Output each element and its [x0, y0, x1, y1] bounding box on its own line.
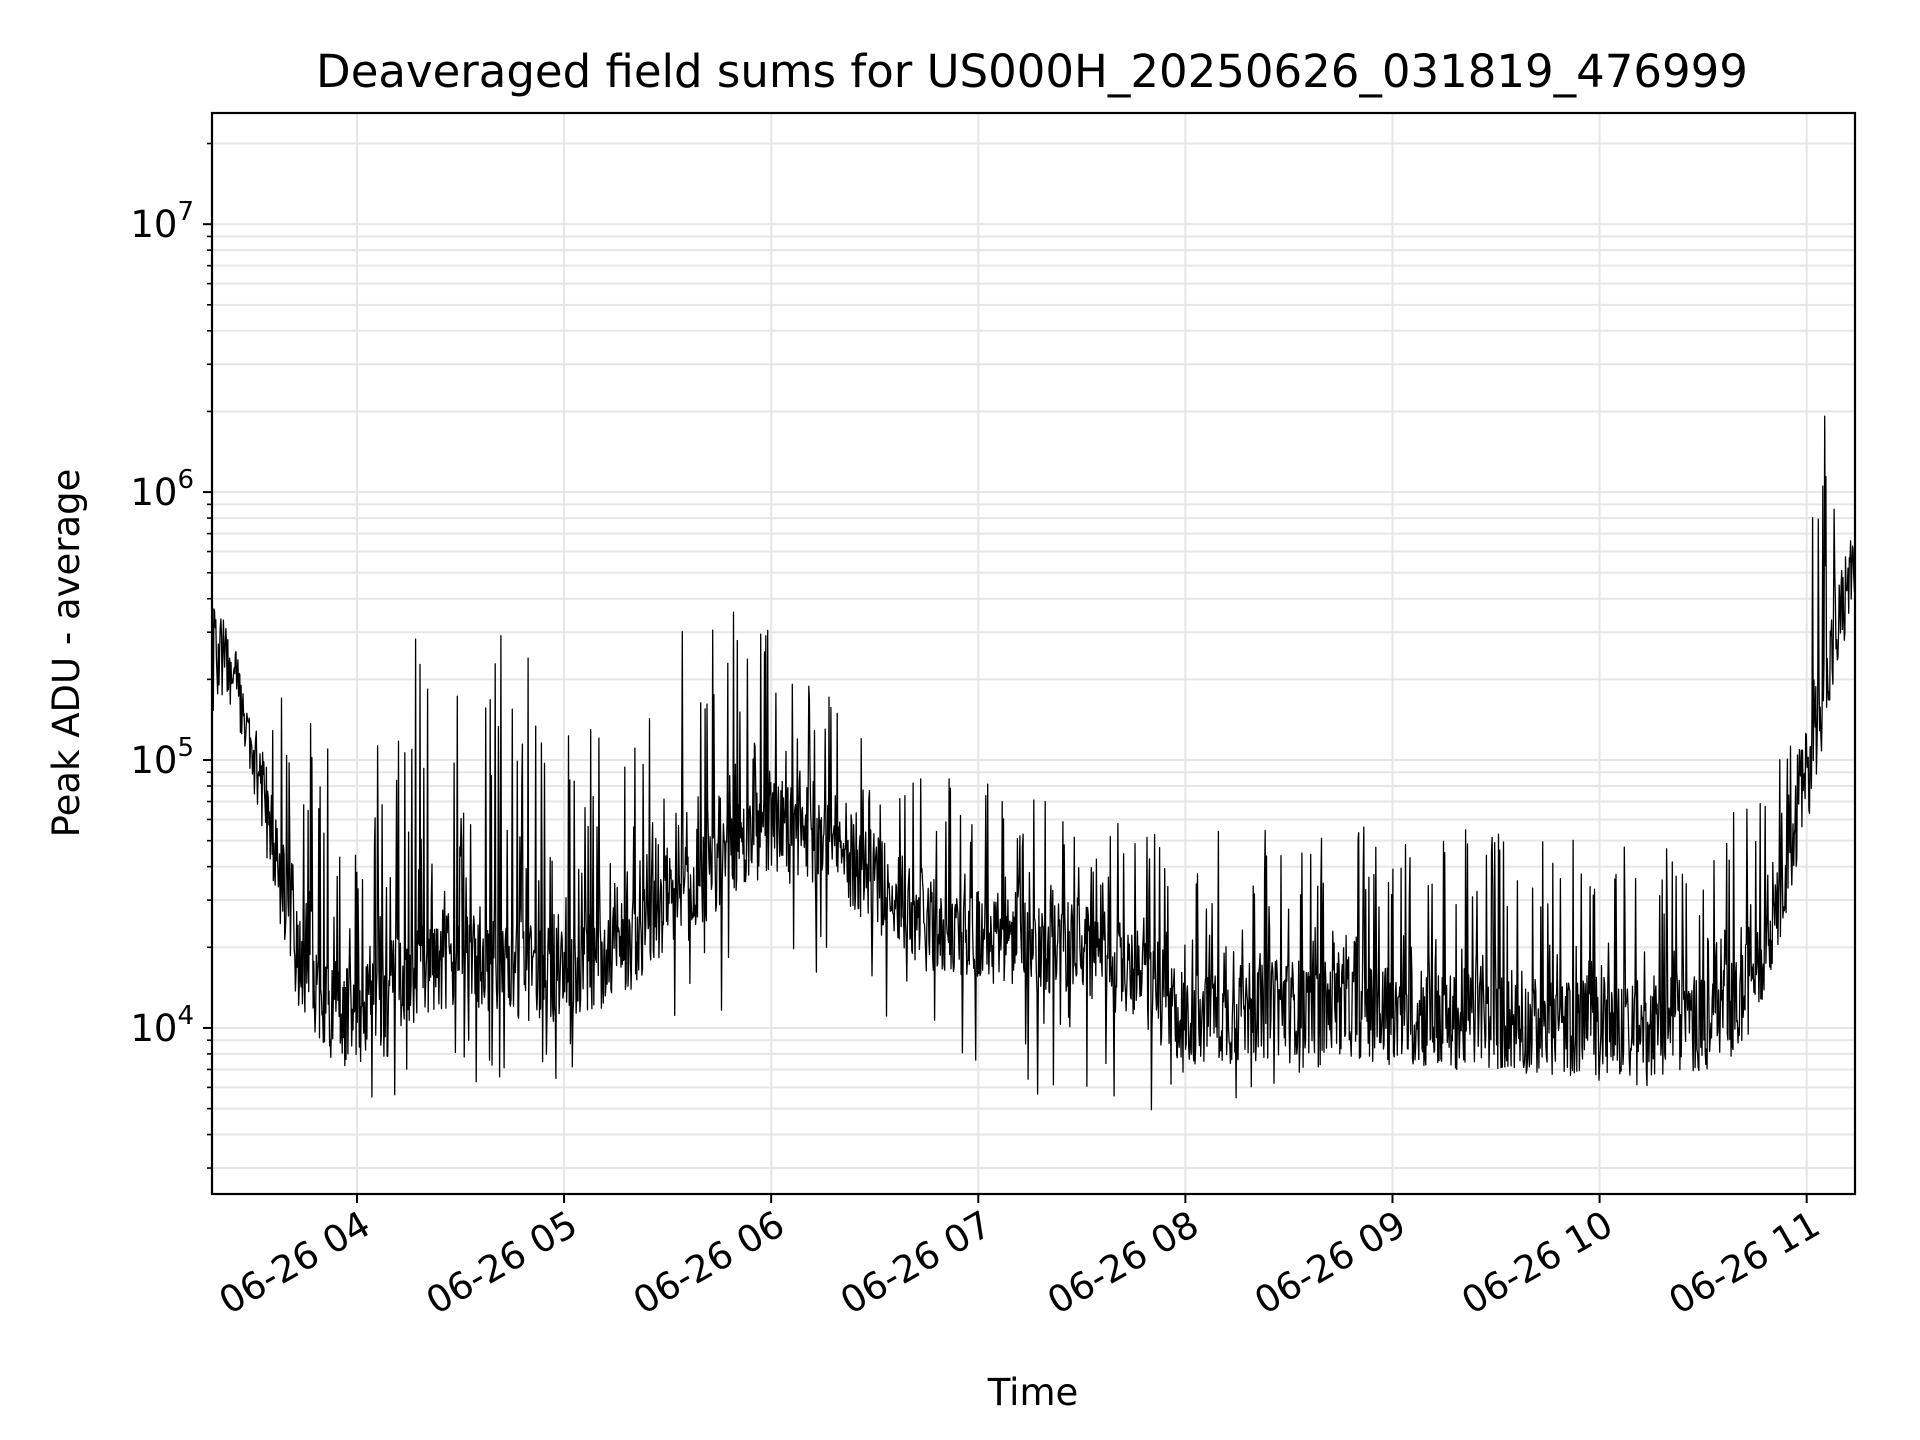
- series-line: [211, 415, 1856, 1111]
- x-axis-label: Time: [987, 1371, 1079, 1414]
- series-layer: [211, 415, 1856, 1111]
- plot-frame: [210, 111, 1857, 1196]
- y-tick-label: 107: [130, 197, 194, 246]
- y-tick-label: 105: [130, 733, 194, 782]
- y-axis-label: Peak ADU - average: [45, 469, 88, 838]
- y-tick-label: 106: [130, 465, 194, 514]
- chart-title: Deaveraged field sums for US000H_2025062…: [316, 45, 1748, 98]
- y-tick-label: 104: [130, 1001, 194, 1050]
- y-axis-ticks: 104 105 106 107: [130, 142, 212, 1169]
